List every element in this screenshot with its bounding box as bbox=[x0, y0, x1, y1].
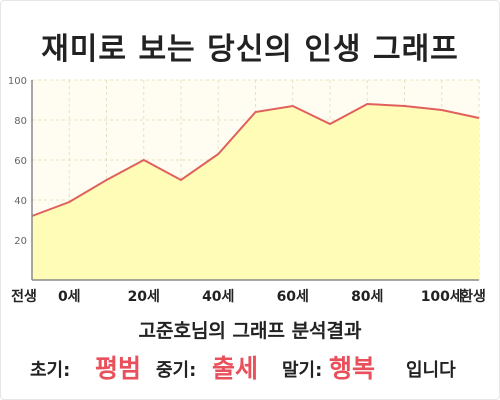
result-line: 초기: 평범 중기: 출세 말기: 행복 입니다 bbox=[0, 346, 500, 386]
x-tick-label: 40세 bbox=[202, 289, 234, 305]
late-value: 행복 bbox=[329, 354, 376, 383]
y-tick-label: 20 bbox=[14, 236, 27, 247]
x-tick-label: 전생 bbox=[11, 288, 37, 305]
early-label: 초기: bbox=[30, 360, 71, 381]
result-ending: 입니다 bbox=[406, 360, 456, 381]
y-tick-label: 40 bbox=[14, 196, 27, 207]
x-tick-label: 100세 bbox=[421, 289, 463, 305]
life-line bbox=[31, 102, 480, 217]
early-value: 평범 bbox=[95, 354, 142, 383]
middle-label: 중기: bbox=[156, 360, 197, 381]
x-tick-label: 60세 bbox=[277, 289, 309, 305]
x-tick-label: 20세 bbox=[128, 289, 160, 305]
middle-value: 출세 bbox=[212, 354, 259, 383]
result-subtitle: 고준호님의 그래프 분석결과 bbox=[138, 320, 362, 342]
x-tick-label: 80세 bbox=[351, 289, 383, 305]
chart-title: 재미로 보는 당신의 인생 그래프 bbox=[41, 32, 459, 67]
late-label: 말기: bbox=[282, 360, 323, 381]
y-axis-ticks: 20 40 60 80 100 bbox=[8, 76, 27, 247]
life-area-fill bbox=[32, 104, 479, 280]
x-tick-label: 환생 bbox=[460, 288, 486, 305]
y-tick-label: 80 bbox=[14, 116, 27, 127]
y-tick-label: 100 bbox=[8, 76, 27, 87]
y-tick-label: 60 bbox=[14, 156, 27, 167]
x-tick-label: 0세 bbox=[58, 289, 81, 305]
